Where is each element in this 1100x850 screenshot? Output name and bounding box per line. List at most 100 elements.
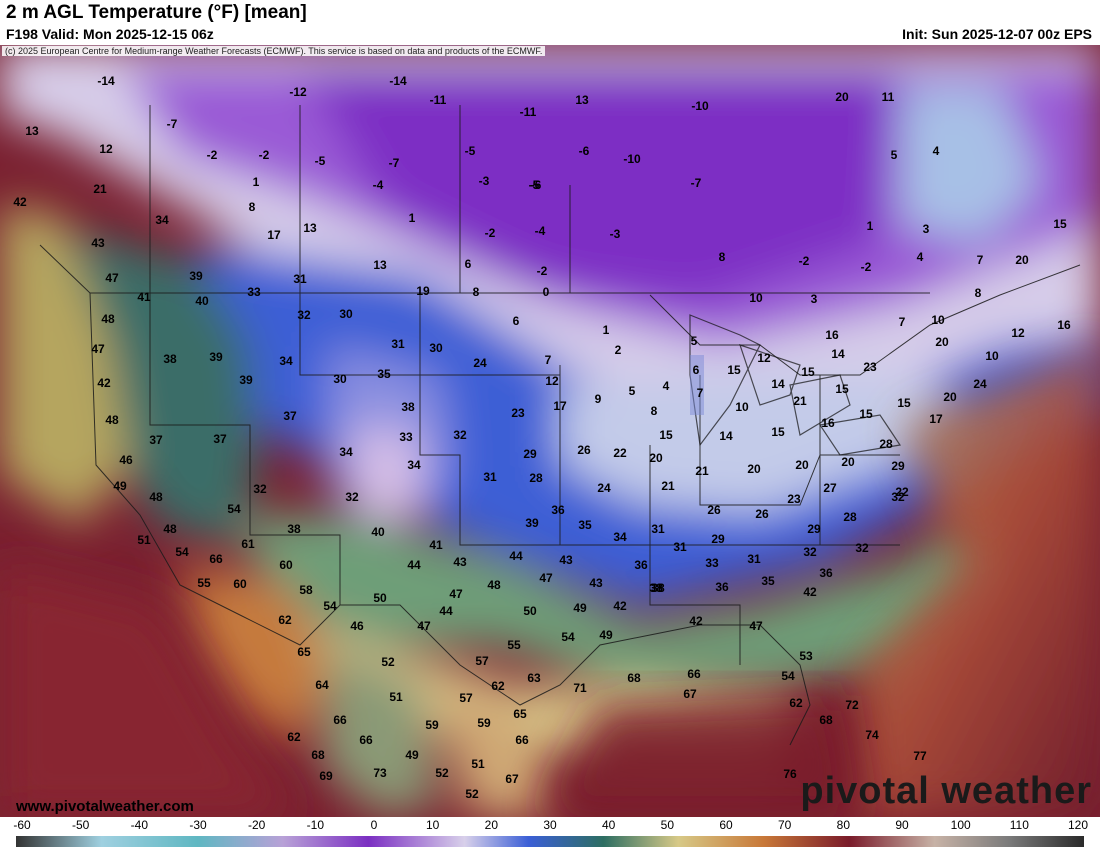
temperature-value: 24 <box>973 377 987 391</box>
temperature-value: 42 <box>97 376 111 390</box>
temperature-value: -7 <box>388 156 400 170</box>
colorbar-ticks: -60 -50 -40 -30 -20 -10 0 10 20 30 40 50 60 70 80 90 100… <box>0 818 1100 834</box>
temperature-value: 77 <box>913 749 927 763</box>
temperature-value: 27 <box>823 481 837 495</box>
temperature-value: 44 <box>407 558 421 572</box>
temperature-value: 37 <box>213 432 227 446</box>
temperature-value: 12 <box>99 142 113 156</box>
temperature-value: 49 <box>599 628 613 642</box>
temperature-value: 16 <box>1057 318 1071 332</box>
temperature-value: 53 <box>799 649 813 663</box>
temperature-value: 9 <box>594 392 602 406</box>
temperature-value: 38 <box>287 522 301 536</box>
temperature-value: 20 <box>1015 253 1029 267</box>
temperature-value: 36 <box>634 558 648 572</box>
temperature-value: -10 <box>623 152 641 166</box>
temperature-value: 44 <box>439 604 453 618</box>
temperature-value: 37 <box>283 409 297 423</box>
colorbar-tick-label: 50 <box>660 818 675 832</box>
temperature-value: 76 <box>783 767 797 781</box>
colorbar-tick-label: 80 <box>836 818 851 832</box>
temperature-value: -10 <box>691 99 709 113</box>
temperature-value: 7 <box>696 386 704 400</box>
temperature-value: 23 <box>787 492 801 506</box>
temperature-value: 4 <box>916 250 924 264</box>
temperature-field <box>0 45 1100 817</box>
temperature-value: 36 <box>715 580 729 594</box>
temperature-value: 5 <box>890 148 898 162</box>
temperature-value: 2 <box>614 343 622 357</box>
temperature-value: 43 <box>559 553 573 567</box>
temperature-value: -2 <box>206 148 218 162</box>
temperature-value: -4 <box>372 178 384 192</box>
temperature-value: 43 <box>453 555 467 569</box>
colorbar-tick-label: 100 <box>950 818 971 832</box>
temperature-value: 54 <box>227 502 241 516</box>
colorbar-tick-label: 0 <box>370 818 378 832</box>
temperature-value: -2 <box>860 260 872 274</box>
temperature-value: 20 <box>841 455 855 469</box>
temperature-value: 33 <box>399 430 413 444</box>
temperature-value: 23 <box>511 406 525 420</box>
temperature-value: 42 <box>13 195 27 209</box>
temperature-value: 31 <box>673 540 687 554</box>
temperature-value: 20 <box>795 458 809 472</box>
temperature-value: 26 <box>755 507 769 521</box>
temperature-value: 62 <box>491 679 505 693</box>
temperature-value: 61 <box>241 537 255 551</box>
temperature-value: 63 <box>527 671 541 685</box>
temperature-value: 21 <box>793 394 807 408</box>
temperature-value: 20 <box>943 390 957 404</box>
temperature-value: 35 <box>578 518 592 532</box>
temperature-value: 51 <box>389 690 403 704</box>
temperature-value: 28 <box>529 471 543 485</box>
temperature-value: 29 <box>711 532 725 546</box>
temperature-value: 62 <box>287 730 301 744</box>
temperature-value: 33 <box>705 556 719 570</box>
temperature-value: -2 <box>258 148 270 162</box>
temperature-value: 36 <box>551 503 565 517</box>
temperature-value: 34 <box>613 530 627 544</box>
temperature-value: 5 <box>690 334 698 348</box>
colorbar-tick-label: 70 <box>777 818 792 832</box>
temperature-value: 55 <box>197 576 211 590</box>
colorbar <box>16 836 1084 847</box>
temperature-value: 67 <box>505 772 519 786</box>
temperature-value: 57 <box>459 691 473 705</box>
temperature-value: 66 <box>359 733 373 747</box>
temperature-value: 41 <box>429 538 443 552</box>
temperature-value: 1 <box>408 211 416 225</box>
temperature-value: 0 <box>542 285 550 299</box>
temperature-value: 50 <box>373 591 387 605</box>
temperature-value: 16 <box>825 328 839 342</box>
temperature-value: 32 <box>297 308 311 322</box>
temperature-value: 7 <box>976 253 984 267</box>
temperature-value: 38 <box>651 581 665 595</box>
colorbar-tick-label: -30 <box>189 818 207 832</box>
temperature-value: 58 <box>299 583 313 597</box>
temperature-value: 32 <box>453 428 467 442</box>
website-url[interactable]: www.pivotalweather.com <box>16 798 194 815</box>
temperature-value: 10 <box>985 349 999 363</box>
init-time: Init: Sun 2025-12-07 00z EPS <box>902 26 1092 42</box>
temperature-value: 4 <box>662 379 670 393</box>
temperature-value: 10 <box>749 291 763 305</box>
temperature-value: 13 <box>575 93 589 107</box>
temperature-value: 35 <box>377 367 391 381</box>
temperature-value: 49 <box>573 601 587 615</box>
temperature-value: 32 <box>253 482 267 496</box>
temperature-value: 12 <box>545 374 559 388</box>
temperature-value: 17 <box>929 412 943 426</box>
temperature-value: 42 <box>689 614 703 628</box>
temperature-value: 34 <box>339 445 353 459</box>
temperature-value: 41 <box>137 290 151 304</box>
temperature-value: 39 <box>239 373 253 387</box>
temperature-value: 21 <box>93 182 107 196</box>
temperature-value: 59 <box>477 716 491 730</box>
temperature-value: -2 <box>798 254 810 268</box>
temperature-value: 54 <box>175 545 189 559</box>
temperature-value: 31 <box>747 552 761 566</box>
temperature-value: 32 <box>345 490 359 504</box>
valid-time: F198 Valid: Mon 2025-12-15 06z <box>6 26 214 42</box>
colorbar-tick-label: 10 <box>425 818 440 832</box>
